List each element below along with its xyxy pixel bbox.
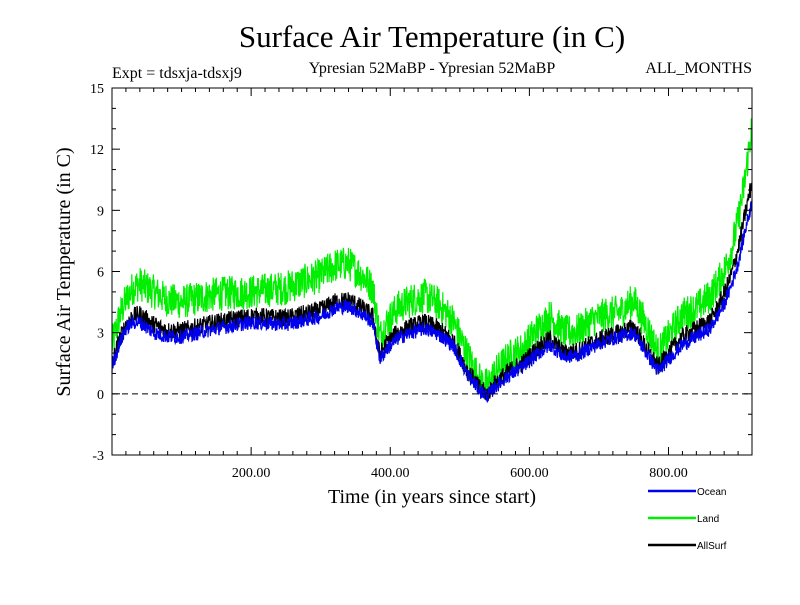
chart-subtitle-left: Expt = tdsxja-tdsxj9: [112, 65, 242, 82]
x-tick-label: 400.00: [371, 466, 410, 481]
series-line-land: [111, 118, 753, 398]
y-tick-label: 9: [97, 204, 104, 219]
y-tick-label: 0: [97, 388, 104, 403]
x-tick-label: 600.00: [510, 466, 549, 481]
legend-item-land: Land: [648, 514, 719, 525]
x-tick-label: 200.00: [232, 466, 271, 481]
x-axis-label: Time (in years since start): [328, 486, 536, 508]
legend-item-ocean: Ocean: [648, 487, 726, 498]
axes: -3 0 3 6 9 12 15 200.00 400.00 600.00 800.00: [90, 82, 753, 481]
plot-frame: [111, 87, 753, 456]
y-tick-label: -3: [92, 449, 104, 464]
y-tick-label: 12: [90, 143, 104, 158]
series-line-ocean: [111, 199, 753, 403]
plot-lines: [111, 118, 753, 403]
legend-item-allsurf: AllSurf: [648, 541, 727, 552]
legend: Ocean Land AllSurf: [648, 487, 727, 552]
chart-subtitle-right: ALL_MONTHS: [645, 60, 752, 77]
legend-label: Ocean: [697, 487, 726, 498]
chart-title: Surface Air Temperature (in C): [239, 19, 625, 54]
x-tick-label: 800.00: [649, 466, 688, 481]
legend-label: Land: [697, 514, 719, 525]
y-tick-label: 15: [90, 82, 104, 97]
y-tick-label: 6: [97, 266, 104, 281]
y-tick-label: 3: [97, 327, 104, 342]
chart-subtitle-center: Ypresian 52MaBP - Ypresian 52MaBP: [309, 60, 556, 77]
y-axis-label: Surface Air Temperature (in C): [53, 147, 75, 396]
legend-label: AllSurf: [697, 541, 727, 552]
